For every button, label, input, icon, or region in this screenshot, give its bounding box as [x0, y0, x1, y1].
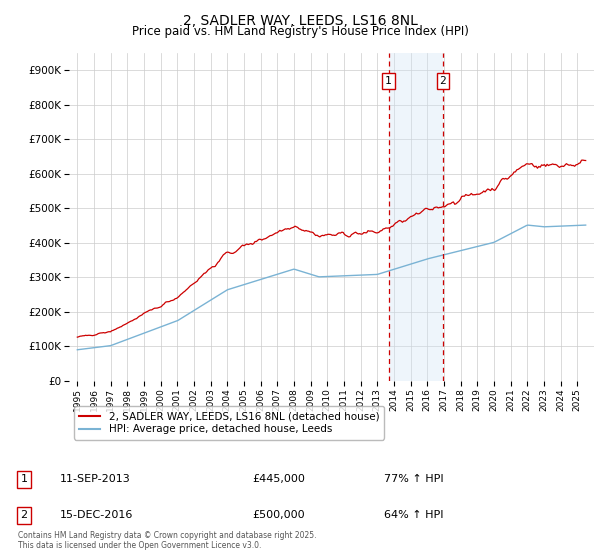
- Text: £445,000: £445,000: [252, 474, 305, 484]
- Text: 2: 2: [439, 76, 446, 86]
- Legend: 2, SADLER WAY, LEEDS, LS16 8NL (detached house), HPI: Average price, detached ho: 2, SADLER WAY, LEEDS, LS16 8NL (detached…: [74, 406, 385, 440]
- Text: 64% ↑ HPI: 64% ↑ HPI: [384, 510, 443, 520]
- Text: 1: 1: [20, 474, 28, 484]
- Text: 77% ↑ HPI: 77% ↑ HPI: [384, 474, 443, 484]
- Text: 1: 1: [385, 76, 392, 86]
- Text: 15-DEC-2016: 15-DEC-2016: [60, 510, 133, 520]
- Text: Price paid vs. HM Land Registry's House Price Index (HPI): Price paid vs. HM Land Registry's House …: [131, 25, 469, 38]
- Text: 2, SADLER WAY, LEEDS, LS16 8NL: 2, SADLER WAY, LEEDS, LS16 8NL: [182, 14, 418, 28]
- Text: Contains HM Land Registry data © Crown copyright and database right 2025.
This d: Contains HM Land Registry data © Crown c…: [18, 530, 317, 550]
- Bar: [389, 53, 443, 381]
- Text: £500,000: £500,000: [252, 510, 305, 520]
- Text: 2: 2: [20, 510, 28, 520]
- Text: 11-SEP-2013: 11-SEP-2013: [60, 474, 131, 484]
